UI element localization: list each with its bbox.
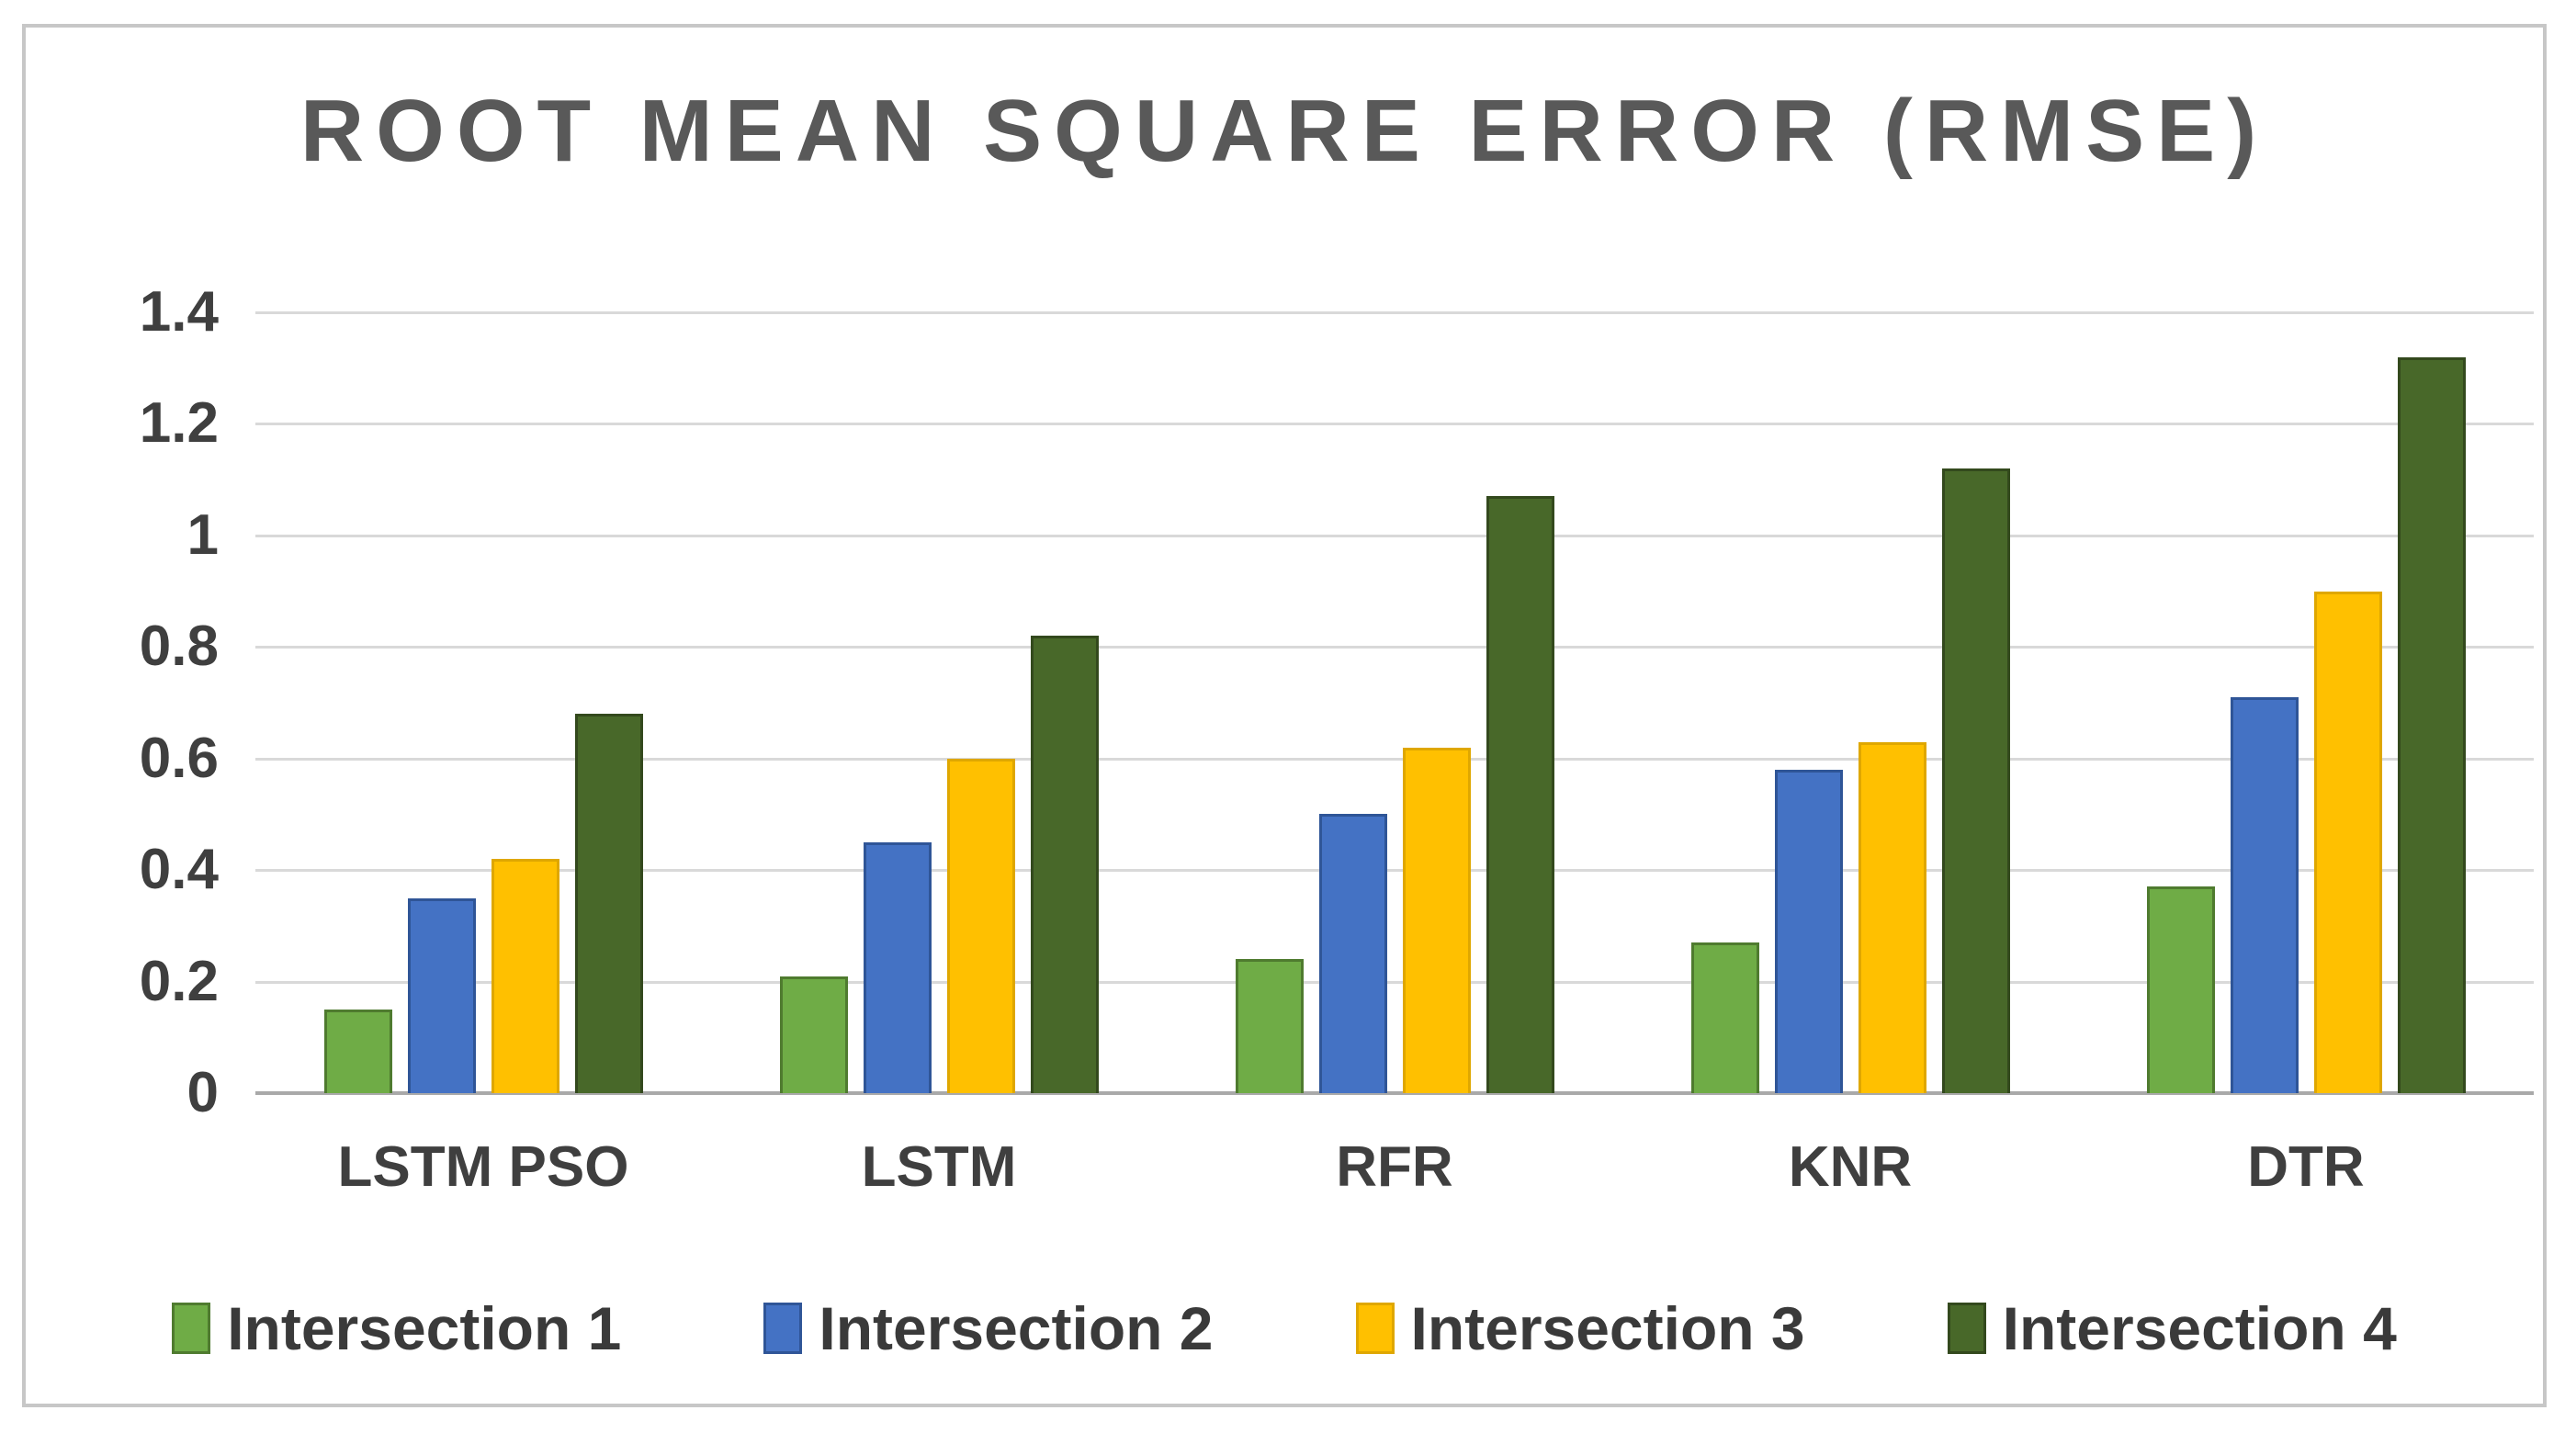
bar-intersection-1 [2146, 886, 2215, 1093]
legend-label: Intersection 4 [2002, 1294, 2397, 1362]
legend-label: Intersection 3 [1410, 1294, 1805, 1362]
legend-swatch-icon [1947, 1303, 1986, 1354]
bar-group-knr [1622, 312, 2078, 1093]
x-tick-label: LSTM PSO [337, 1135, 629, 1199]
bar-intersection-2 [1318, 814, 1387, 1093]
legend-swatch-icon [763, 1303, 803, 1354]
gridline [255, 534, 2534, 537]
y-tick-label: 0.4 [139, 838, 219, 902]
bar-intersection-4 [1486, 496, 1554, 1093]
bar-intersection-2 [2230, 696, 2299, 1093]
bar-intersection-4 [574, 714, 643, 1093]
legend-swatch-icon [172, 1303, 211, 1354]
gridline [255, 757, 2534, 761]
bar-intersection-3 [1858, 741, 1926, 1093]
legend-item-intersection-3: Intersection 3 [1355, 1293, 1805, 1363]
bar-intersection-4 [2397, 356, 2466, 1093]
y-tick-label: 0.2 [139, 949, 219, 1013]
chart-frame: ROOT MEAN SQUARE ERROR (RMSE) 0 0.2 0.4 0.6… [22, 24, 2547, 1407]
y-tick-label: 0 [186, 1061, 219, 1124]
legend: Intersection 1 Intersection 2 Intersection… [26, 1293, 2543, 1363]
y-tick-label: 1.2 [139, 391, 219, 456]
legend-item-intersection-4: Intersection 4 [1947, 1293, 2397, 1363]
x-tick-label: KNR [1788, 1135, 1913, 1199]
bar-intersection-1 [779, 976, 848, 1093]
bar-intersection-4 [1941, 468, 2010, 1093]
bar-group-rfr [1167, 312, 1622, 1093]
bar-intersection-1 [323, 1009, 392, 1093]
gridline [255, 646, 2534, 649]
gridline [255, 869, 2534, 873]
bar-intersection-1 [1690, 942, 1759, 1093]
legend-swatch-icon [1355, 1303, 1395, 1354]
bar-intersection-2 [1774, 769, 1843, 1093]
bar-intersection-1 [1235, 959, 1304, 1093]
y-axis: 0 0.2 0.4 0.6 0.8 1 1.2 1.4 [44, 284, 219, 1122]
bar-group-dtr [2078, 312, 2534, 1093]
bar-intersection-4 [1030, 636, 1099, 1093]
x-axis: LSTM PSO LSTM RFR KNR DTR [255, 1134, 2534, 1200]
gridline [255, 311, 2534, 314]
bar-intersection-3 [491, 859, 559, 1093]
x-tick-label: DTR [2247, 1135, 2365, 1199]
legend-label: Intersection 1 [227, 1294, 622, 1362]
chart-title: ROOT MEAN SQUARE ERROR (RMSE) [299, 82, 2269, 180]
x-tick-label: RFR [1336, 1135, 1453, 1199]
legend-item-intersection-2: Intersection 2 [763, 1293, 1214, 1363]
bar-groups [255, 312, 2534, 1093]
bar-group-lstm-pso [255, 312, 711, 1093]
gridline [255, 423, 2534, 426]
bar-group-lstm [711, 312, 1167, 1093]
bar-intersection-3 [2313, 591, 2382, 1093]
x-tick-label: LSTM [861, 1135, 1017, 1199]
plot-area [255, 311, 2534, 1095]
legend-item-intersection-1: Intersection 1 [172, 1293, 621, 1363]
x-axis-line [255, 1091, 2534, 1095]
legend-label: Intersection 2 [819, 1294, 1214, 1362]
y-tick-label: 0.6 [139, 726, 219, 790]
gridline [255, 980, 2534, 984]
bar-intersection-2 [407, 897, 476, 1093]
bar-intersection-3 [1402, 747, 1471, 1093]
y-tick-label: 1 [186, 502, 219, 567]
y-tick-label: 0.8 [139, 615, 219, 679]
y-tick-label: 1.4 [139, 280, 219, 344]
bar-intersection-2 [863, 841, 932, 1093]
bar-intersection-3 [946, 758, 1015, 1093]
